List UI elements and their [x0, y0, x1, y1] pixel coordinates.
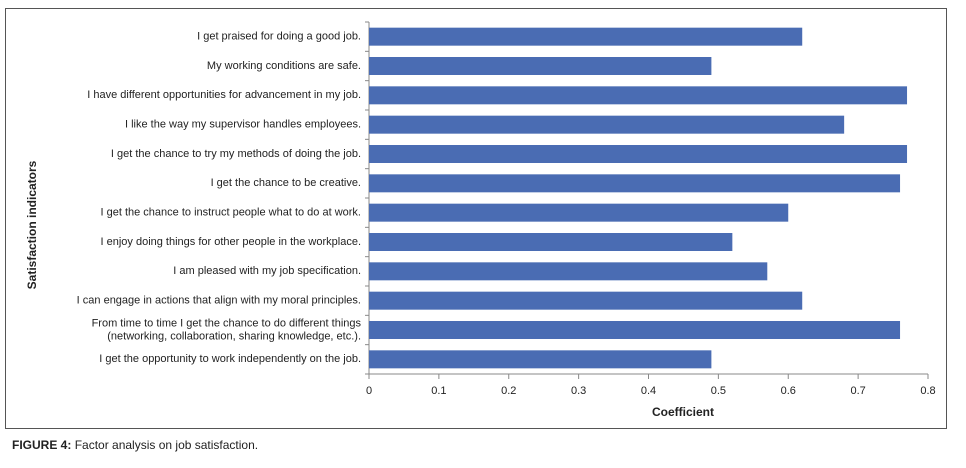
y-tick-label: I get the chance to try my methods of do… — [111, 148, 361, 160]
y-tick-label: My working conditions are safe. — [207, 60, 361, 72]
x-axis-title: Coefficient — [652, 405, 714, 419]
x-tick-label: 0.4 — [641, 385, 656, 397]
x-tick-label: 0.3 — [571, 385, 586, 397]
y-tick-label: I get praised for doing a good job. — [197, 31, 361, 43]
x-tick-label: 0.2 — [501, 385, 516, 397]
x-tick-label: 0 — [366, 385, 372, 397]
bar — [369, 86, 908, 105]
bar — [369, 145, 908, 163]
y-tick-label: I get the opportunity to work independen… — [99, 353, 361, 365]
caption-text: Factor analysis on job satisfaction. — [75, 438, 258, 452]
x-tick-label: 0.6 — [781, 385, 796, 397]
caption-label: FIGURE 4: — [12, 438, 71, 452]
bar — [369, 262, 768, 281]
bar — [369, 350, 712, 369]
x-tick-label: 0.5 — [711, 385, 726, 397]
y-tick-label: I like the way my supervisor handles emp… — [125, 119, 361, 131]
bar — [369, 115, 845, 134]
x-tick-label: 0.1 — [431, 385, 446, 397]
y-tick-label: I am pleased with my job specification. — [173, 265, 361, 277]
y-tick-label: I get the chance to be creative. — [211, 177, 361, 189]
y-tick-label: I can engage in actions that align with … — [77, 295, 361, 307]
caption: FIGURE 4: Factor analysis on job satisfa… — [12, 438, 258, 452]
bar — [369, 57, 712, 75]
y-tick-label: From time to time I get the chance to do… — [92, 317, 362, 342]
chart-frame — [5, 8, 947, 429]
bar — [369, 174, 901, 193]
bar — [369, 233, 733, 251]
y-axis-title: Satisfaction indicators — [25, 160, 39, 289]
y-tick-label: I have different opportunities for advan… — [87, 89, 361, 101]
x-tick-label: 0.7 — [850, 385, 865, 397]
bar — [369, 291, 803, 310]
y-tick-label: I get the chance to instruct people what… — [101, 207, 362, 219]
bar — [369, 27, 803, 46]
bar — [369, 203, 789, 222]
bar — [369, 321, 901, 339]
y-tick-label: I enjoy doing things for other people in… — [101, 236, 362, 248]
x-tick-label: 0.8 — [920, 385, 935, 397]
